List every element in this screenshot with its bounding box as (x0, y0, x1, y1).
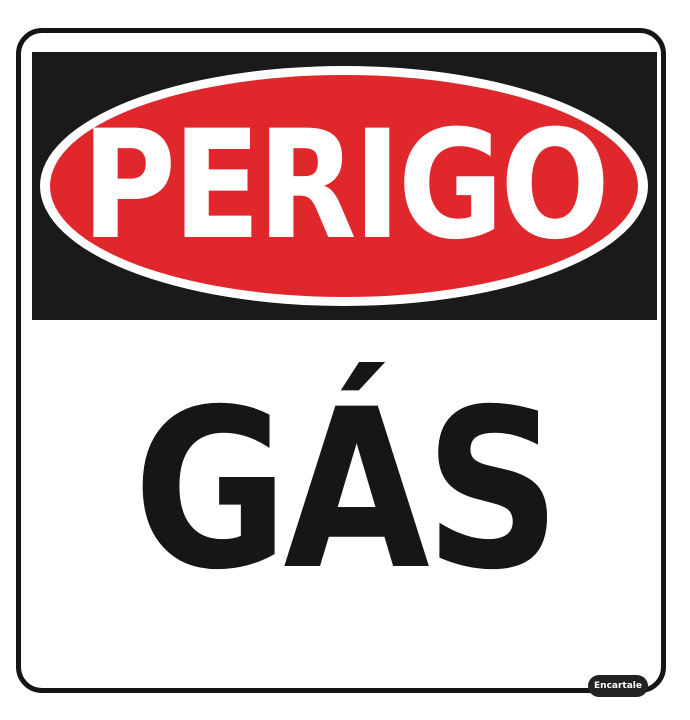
brand-logo: Encartale (588, 675, 648, 697)
sign-message: GÁS (133, 362, 561, 618)
danger-title: PERIGO (81, 99, 610, 273)
danger-oval (50, 75, 638, 297)
